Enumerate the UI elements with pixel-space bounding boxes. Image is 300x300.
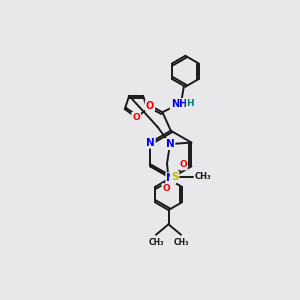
Text: O: O [132, 113, 140, 122]
Text: N: N [166, 139, 174, 149]
Text: N: N [146, 138, 154, 148]
Text: CH₃: CH₃ [194, 172, 211, 181]
Text: O: O [179, 160, 187, 169]
Text: H: H [186, 99, 194, 108]
Text: S: S [171, 172, 178, 182]
Text: CH₃: CH₃ [173, 238, 189, 247]
Text: O: O [146, 101, 154, 111]
Text: NH: NH [171, 99, 187, 109]
Text: CH₃: CH₃ [148, 238, 164, 247]
Text: N: N [167, 173, 175, 183]
Text: O: O [162, 184, 170, 193]
